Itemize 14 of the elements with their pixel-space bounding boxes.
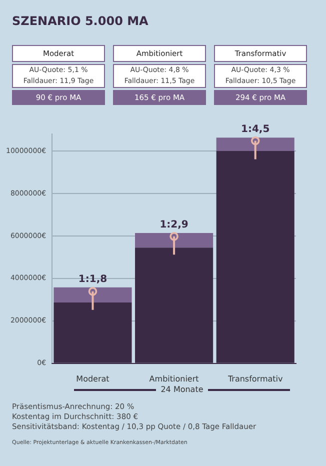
text: SZENARIO 5.000 MA	[12, 14, 148, 28]
x-tick-label: Transformativ	[226, 374, 284, 384]
bar	[216, 138, 294, 151]
bar	[135, 232, 214, 248]
annotation: 1:2,9	[160, 220, 188, 231]
x-tick-label: Ambitioniert	[149, 374, 199, 384]
annotation: 1:1,8	[78, 274, 108, 285]
annotation: 1:4,5	[241, 124, 270, 136]
point	[88, 286, 98, 296]
x-axis-title: 24 Monate	[160, 385, 204, 394]
x-tick-label: Moderat	[76, 374, 110, 384]
point	[250, 136, 260, 146]
point	[170, 232, 178, 241]
bar	[54, 287, 132, 302]
